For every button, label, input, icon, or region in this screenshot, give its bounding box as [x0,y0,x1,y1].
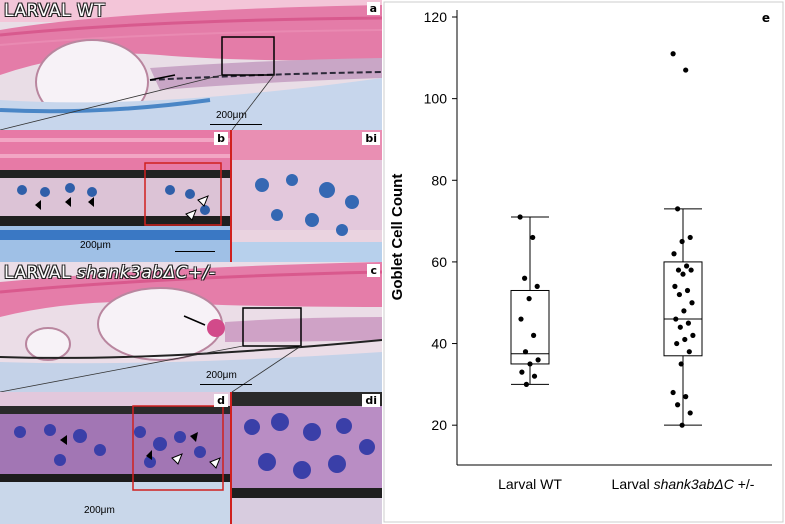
data-point [518,316,524,322]
data-point [685,320,691,326]
data-point [534,283,540,289]
panel-b-micrograph: b 200μm [0,130,232,262]
y-tick-label: 40 [431,336,447,352]
data-point [675,267,682,273]
y-tick-label: 20 [431,417,447,433]
category-label-mutant: Larval shank3abΔC +/- [612,476,755,492]
panel-c-scale-bar [200,384,252,385]
larval-mutant-histology-image [0,262,382,392]
panel-c-label: c [367,264,380,277]
box-iqr [663,261,703,357]
panel-c-title: LARVAL shank3abΔC+/- [4,263,216,283]
panel-e-label: e [762,11,770,25]
data-point [690,332,696,338]
data-point [530,234,536,241]
data-point [677,324,683,330]
data-point [535,357,541,363]
data-point [688,267,694,273]
data-point [526,296,532,302]
data-point [523,381,529,387]
data-point [679,422,685,428]
goblet-cell-count-boxplot: e Goblet Cell Count 20 40 60 80 100 120 Larva… [383,1,784,523]
panel-bi-label: bi [362,132,380,145]
panel-c-title-prefix: LARVAL [4,263,77,283]
panel-bi-micrograph: bi [232,130,382,262]
data-point [670,51,676,57]
y-tick-label: 80 [431,172,447,188]
larval-mutant-zoom-image [0,392,230,524]
data-point [517,214,523,220]
points-group [517,51,696,428]
y-tick-label: 100 [424,91,448,107]
data-point [687,410,693,416]
panel-d-scale-label: 200μm [84,505,115,516]
panel-a-scale-bar [210,124,262,125]
data-point [531,332,537,338]
data-point [679,238,685,245]
data-point [682,336,688,343]
category-label-mutant-genotype: shank3abΔC [654,476,735,492]
data-point [684,287,691,294]
y-tick-label: 120 [424,9,448,25]
data-point [671,251,677,257]
larval-wt-zoom-image [0,130,230,262]
data-point [675,402,681,408]
data-point [527,361,533,367]
data-point [681,308,687,314]
data-point [680,271,686,277]
data-point [676,291,682,298]
y-tick-label: 60 [431,254,447,270]
panel-a-scale-label: 200μm [216,110,247,121]
data-point [522,275,528,281]
panel-c-title-genotype: shank3abΔC+/- [76,263,216,283]
data-point [689,300,695,306]
panel-a-label: a [366,2,380,15]
panel-c-scale-label: 200μm [206,370,237,381]
data-point [519,369,525,375]
category-label-wt: Larval WT [498,476,562,492]
panel-d-label: d [214,394,228,407]
data-point [522,349,529,355]
data-point [678,361,684,367]
data-point [683,394,689,400]
panel-a-title: LARVAL WT [4,1,106,21]
panel-di-label: di [362,394,380,407]
larval-wt-detail-image [232,130,382,262]
category-label-mutant-prefix: Larval [612,476,654,492]
data-point [686,349,692,355]
chart-border [383,1,784,523]
data-point [687,234,693,241]
data-point [531,373,538,379]
data-point [670,389,676,396]
data-point [673,316,679,322]
panel-b-scale-bar [175,251,215,252]
panel-a-micrograph: LARVAL WT a 200μm [0,0,382,130]
y-axis-ticks: 20 40 60 80 100 120 [424,9,457,433]
panel-di-micrograph: di [232,392,382,524]
category-label-mutant-suffix: +/- [734,476,755,492]
larval-wt-histology-image [0,0,382,130]
panel-c-micrograph: LARVAL shank3abΔC+/- c 200μm [0,262,382,392]
panel-d-micrograph: d 200μm [0,392,232,524]
y-axis-title: Goblet Cell Count [389,174,406,301]
data-point [674,340,680,347]
data-point [675,206,681,212]
larval-mutant-detail-image [232,392,382,524]
data-point [684,263,690,269]
panel-b-label: b [214,132,228,145]
data-point [672,283,678,289]
panel-b-scale-label: 200μm [80,240,111,251]
data-point [683,67,689,73]
